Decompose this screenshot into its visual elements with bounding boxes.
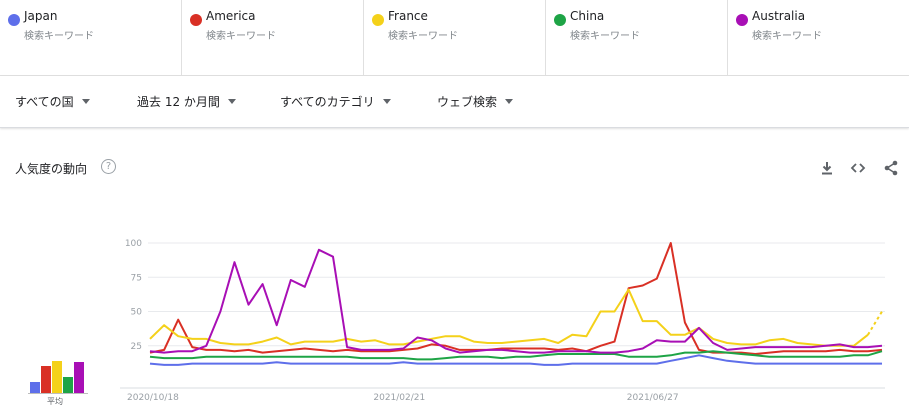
term-type: 検索キーワード — [752, 31, 822, 42]
series-line-china — [149, 350, 883, 361]
search-type-dropdown-label: ウェブ検索 — [437, 95, 498, 109]
average-bar-america — [41, 366, 51, 393]
search-type-dropdown[interactable]: ウェブ検索 — [437, 93, 514, 110]
download-icon[interactable] — [819, 160, 835, 176]
term-type: 検索キーワード — [24, 31, 94, 42]
term-name: Australia — [752, 9, 806, 23]
term-name: France — [388, 9, 428, 23]
y-tick-label: 75 — [131, 273, 142, 283]
series-color-dot — [736, 14, 748, 26]
caret-down-icon — [81, 99, 90, 104]
term-australia[interactable]: Australia 検索キーワード — [728, 0, 909, 76]
card-title: 人気度の動向 — [15, 162, 88, 176]
x-axis: 2020/10/18 2021/02/21 2021/06/27 — [127, 393, 679, 403]
y-tick-label: 50 — [131, 308, 143, 318]
average-bar-australia — [74, 362, 84, 393]
series-color-dot — [190, 14, 202, 26]
chart-grid: 25 50 75 100 — [120, 239, 885, 389]
average-bar-france — [52, 361, 62, 393]
series-projection-france — [867, 310, 883, 336]
series-color-dot — [372, 14, 384, 26]
series-color-dot — [554, 14, 566, 26]
term-china[interactable]: China 検索キーワード — [546, 0, 728, 76]
x-tick-label: 2020/10/18 — [127, 393, 179, 403]
x-tick-label: 2021/02/21 — [373, 393, 425, 403]
term-america[interactable]: America 検索キーワード — [182, 0, 364, 76]
series-color-dot — [8, 14, 20, 26]
embed-icon[interactable] — [850, 160, 866, 176]
series-line-australia — [149, 248, 883, 354]
term-name: China — [570, 9, 605, 23]
term-name: America — [206, 9, 256, 23]
period-dropdown-label: 過去 12 か月間 — [137, 95, 220, 109]
term-type: 検索キーワード — [570, 31, 640, 42]
term-name: Japan — [24, 9, 58, 23]
average-bar-japan — [30, 381, 40, 393]
filter-bar: すべての国 過去 12 か月間 すべてのカテゴリ ウェブ検索 — [0, 76, 909, 128]
caret-down-icon — [382, 99, 391, 104]
x-tick-label: 2021/06/27 — [627, 393, 679, 403]
series-line-japan — [149, 354, 882, 366]
interest-over-time-chart[interactable]: 25 50 75 100 2020/10/18 2021/02/21 2021/06/27 — [0, 225, 909, 411]
y-tick-label: 100 — [125, 239, 142, 249]
share-icon[interactable] — [883, 160, 899, 176]
region-dropdown-label: すべての国 — [15, 95, 74, 109]
help-icon[interactable]: ? — [101, 159, 116, 174]
average-label: 平均 — [47, 397, 63, 406]
period-dropdown[interactable]: 過去 12 か月間 — [137, 93, 236, 110]
y-tick-label: 25 — [131, 342, 142, 352]
region-dropdown[interactable]: すべての国 — [15, 93, 90, 110]
term-japan[interactable]: Japan 検索キーワード — [0, 0, 182, 76]
average-bar-china — [63, 376, 73, 393]
term-type: 検索キーワード — [388, 31, 458, 42]
series-line-america — [149, 242, 883, 355]
series-line-france — [149, 288, 869, 347]
term-type: 検索キーワード — [206, 31, 276, 42]
average-bar-chart — [22, 330, 102, 394]
average-baseline — [28, 393, 88, 394]
caret-down-icon — [505, 99, 514, 104]
chart-lines — [149, 242, 883, 366]
term-france[interactable]: France 検索キーワード — [364, 0, 546, 76]
caret-down-icon — [227, 99, 236, 104]
category-dropdown[interactable]: すべてのカテゴリ — [280, 93, 391, 110]
category-dropdown-label: すべてのカテゴリ — [280, 95, 375, 109]
search-terms-bar: Japan 検索キーワード America 検索キーワード France 検索キ… — [0, 0, 909, 76]
